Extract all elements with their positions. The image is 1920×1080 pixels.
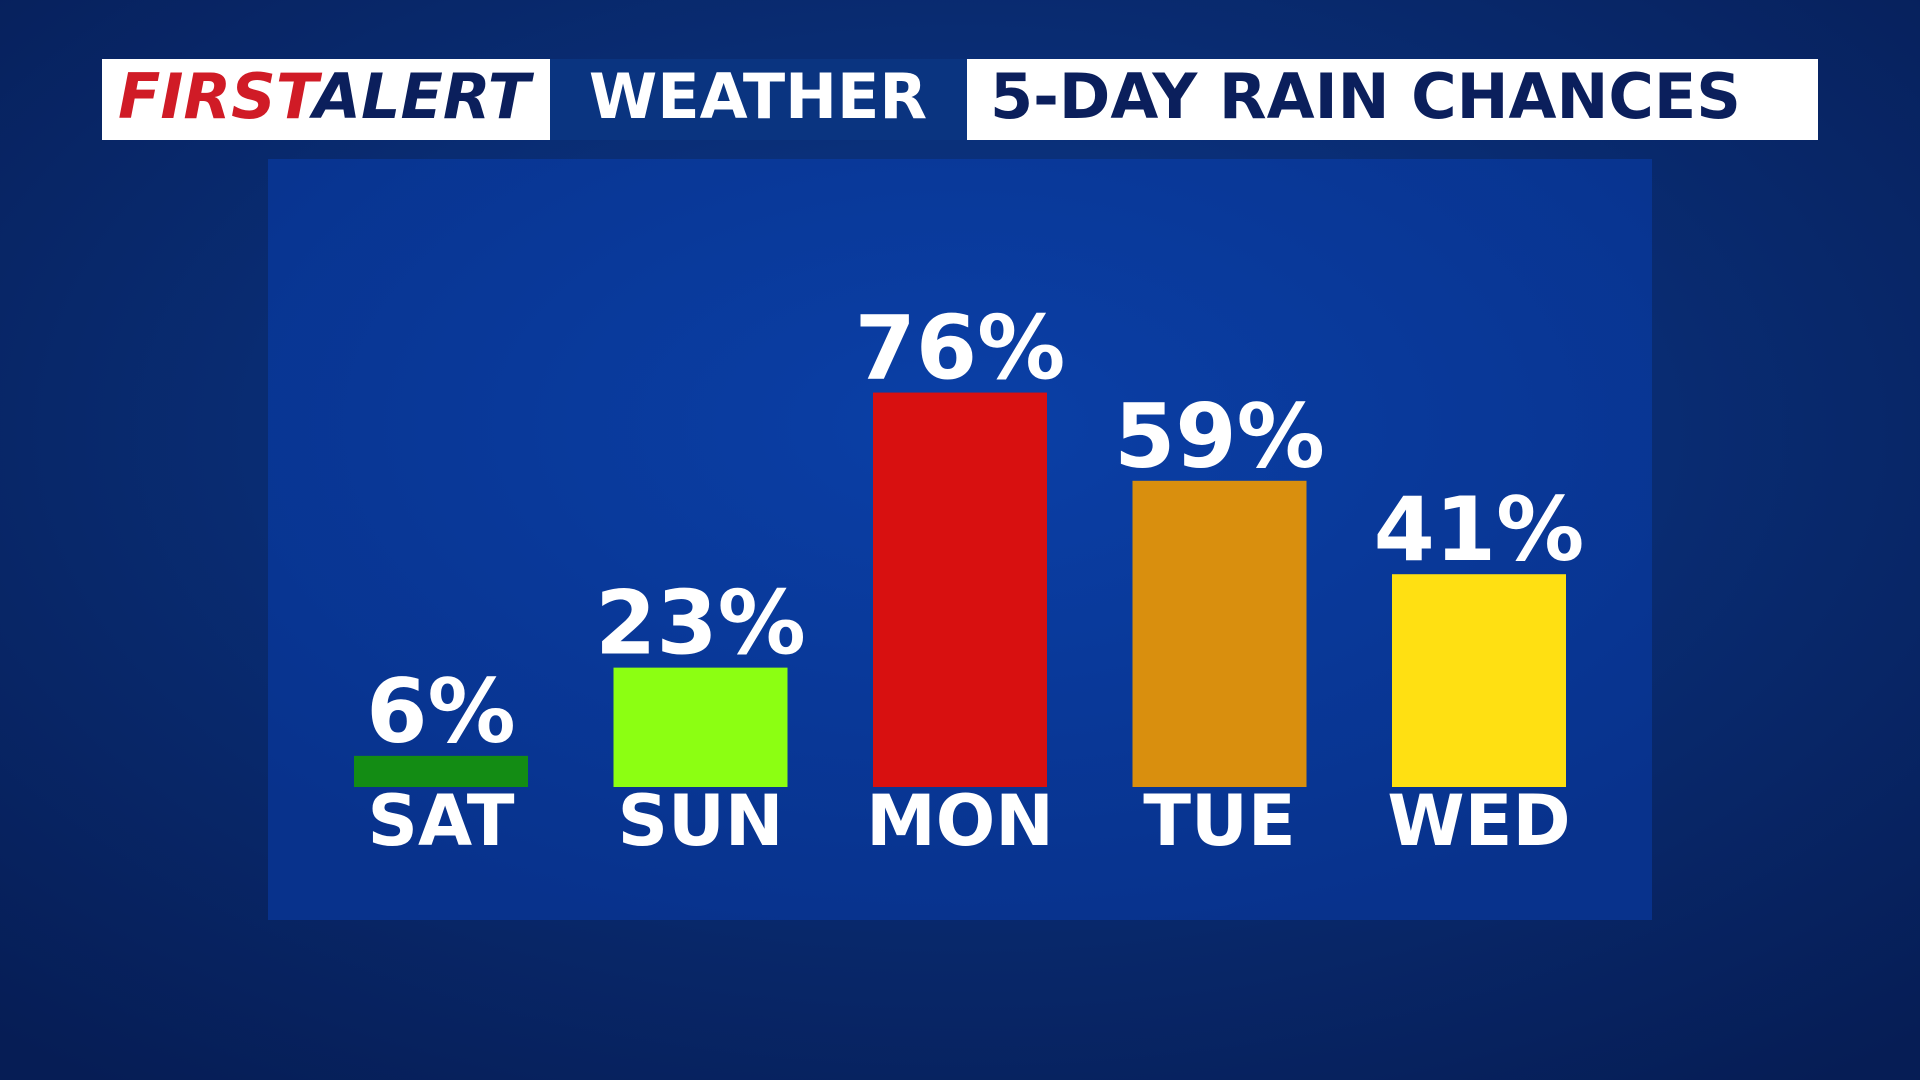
brand-first: FIRST bbox=[118, 60, 323, 133]
weather-box bbox=[550, 59, 967, 140]
chart-title: 5-DAY RAIN CHANCES bbox=[990, 60, 1741, 133]
bar bbox=[1132, 480, 1307, 787]
bar bbox=[613, 667, 788, 787]
title-box bbox=[967, 59, 1818, 140]
value-label: 41% bbox=[1374, 478, 1585, 581]
bar bbox=[1392, 574, 1566, 787]
value-label: 59% bbox=[1114, 385, 1325, 488]
x-tick-label: WED bbox=[1387, 780, 1570, 862]
bar bbox=[354, 755, 528, 787]
brand-box bbox=[102, 59, 550, 140]
bar bbox=[873, 392, 1047, 787]
brand-alert: ALERT bbox=[308, 60, 535, 133]
value-label: 23% bbox=[595, 572, 806, 675]
value-label: 76% bbox=[855, 297, 1066, 400]
x-tick-label: SAT bbox=[368, 780, 515, 862]
x-tick-label: SUN bbox=[618, 780, 784, 862]
plot: 6% SAT 23% SUN 76% MON 59% TUE 41% WED bbox=[354, 297, 1584, 862]
x-tick-label: MON bbox=[866, 780, 1054, 862]
x-tick-label: TUE bbox=[1143, 780, 1295, 862]
value-label: 6% bbox=[366, 660, 515, 763]
brand-weather: WEATHER bbox=[589, 60, 927, 133]
